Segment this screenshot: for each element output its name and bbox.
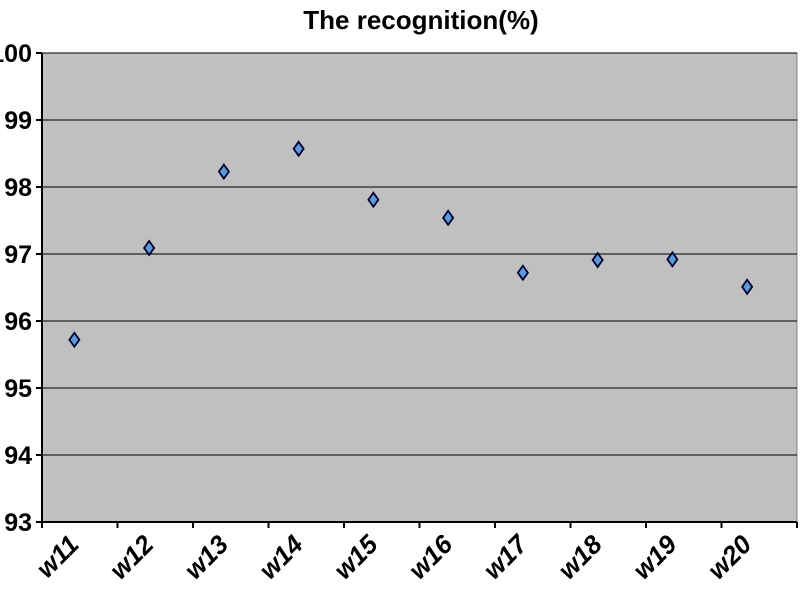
y-tick-label: 96	[4, 308, 32, 336]
x-tick-label-group: w17	[477, 528, 534, 585]
x-tick-label: w18	[552, 529, 608, 585]
y-tick-label: 97	[4, 241, 32, 269]
x-tick-label: w16	[402, 529, 458, 585]
x-tick-label-group: w18	[552, 529, 608, 585]
x-axis: w11 w12 w13 w14 w15 w16 w17 w18 w19 w20	[30, 521, 798, 585]
x-tick-label-group: w11	[30, 529, 85, 584]
y-tick-label: 100	[0, 40, 32, 68]
x-tick-label: w14	[253, 529, 309, 585]
data-point	[741, 278, 754, 296]
data-point	[143, 239, 156, 257]
data-point	[68, 331, 81, 349]
x-tick-label-group: w13	[178, 529, 234, 585]
data-point	[442, 209, 455, 227]
y-tick-label: 99	[4, 107, 32, 135]
y-axis: 93 94 95 96 97 98 99 100	[0, 40, 43, 537]
y-tick-label: 93	[4, 509, 32, 537]
x-tick-label-group: w19	[627, 529, 683, 585]
y-tick-label: 95	[4, 375, 32, 403]
gridlines	[42, 52, 797, 456]
data-point	[217, 163, 230, 181]
y-tick-label: 98	[4, 174, 32, 202]
data-points	[68, 140, 754, 349]
x-tick-label-group: w14	[253, 529, 309, 585]
x-tick-label-group: w16	[402, 529, 458, 585]
x-tick-label: w12	[103, 529, 159, 585]
x-tick-label-group: w12	[103, 529, 159, 585]
x-tick-label-group: w15	[328, 529, 384, 585]
x-tick-label: w19	[627, 529, 683, 585]
x-tick-label: w15	[328, 529, 384, 585]
y-tick-label: 94	[4, 442, 32, 470]
x-tick-label-group: w20	[701, 529, 757, 585]
x-tick-label: w20	[701, 529, 757, 585]
plot-area	[41, 52, 798, 523]
data-point	[591, 251, 604, 269]
data-point	[516, 264, 529, 282]
x-tick-label: w17	[477, 528, 534, 585]
data-point	[292, 140, 305, 158]
data-point	[666, 250, 679, 268]
x-tick-label: w13	[178, 529, 234, 585]
data-point	[367, 191, 380, 209]
x-tick-label: w11	[30, 529, 85, 584]
chart-title: The recognition(%)	[303, 5, 538, 35]
